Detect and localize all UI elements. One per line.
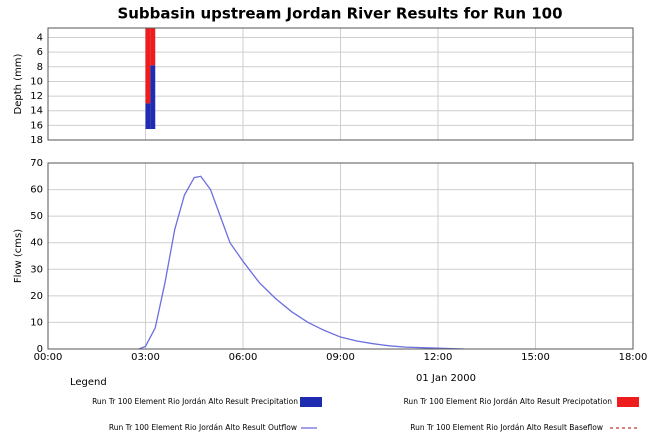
x-tick-label: 09:00 [326, 352, 355, 363]
chart-title: Subbasin upstream Jordan River Results f… [117, 5, 562, 23]
plot-area [145, 28, 156, 130]
legend-label: Run Tr 100 Element Rio Jordán Alto Resul… [404, 397, 613, 406]
bar-segment [145, 103, 151, 130]
legend-label: Run Tr 100 Element Rio Jordán Alto Resul… [92, 397, 298, 406]
y-axis-label: Depth (mm) [13, 53, 24, 114]
y-tick-label: 12 [30, 91, 43, 102]
legend-title: Legend [70, 377, 107, 388]
bar-segment [145, 28, 151, 104]
plot-frame [47, 162, 634, 350]
y-tick-label: 50 [30, 211, 43, 222]
legend-label: Run Tr 100 Element Rio Jordán Alto Resul… [410, 423, 603, 432]
legend-label: Run Tr 100 Element Rio Jordán Alto Resul… [109, 423, 297, 432]
x-tick-label: 03:00 [131, 352, 160, 363]
y-tick-label: 16 [30, 120, 43, 131]
legend-swatch [617, 397, 639, 407]
x-axis-label: 01 Jan 2000 [416, 373, 476, 384]
y-tick-label: 60 [30, 185, 43, 196]
y-tick-label: 18 [30, 135, 43, 146]
x-tick-label: 12:00 [424, 352, 453, 363]
legend-swatch [300, 397, 322, 407]
y-tick-label: 20 [30, 291, 43, 302]
y-tick-label: 10 [30, 76, 43, 87]
x-tick-label: 18:00 [619, 352, 648, 363]
line [138, 175, 465, 349]
y-tick-label: 4 [37, 33, 43, 44]
bar-segment [150, 65, 156, 130]
x-tick-label: 06:00 [229, 352, 258, 363]
x-tick-label: 15:00 [521, 352, 550, 363]
bar-segment [150, 28, 156, 66]
y-tick-label: 14 [30, 106, 43, 117]
y-axis-label: Flow (cms) [13, 229, 24, 283]
x-tick-label: 00:00 [34, 352, 63, 363]
y-tick-label: 0 [37, 344, 43, 355]
plot-frame [47, 27, 634, 141]
plot-area [48, 175, 633, 349]
y-tick-label: 10 [30, 317, 43, 328]
y-tick-label: 70 [30, 158, 43, 169]
y-tick-label: 40 [30, 238, 43, 249]
y-tick-label: 30 [30, 264, 43, 275]
y-tick-label: 8 [37, 62, 43, 73]
y-tick-label: 6 [37, 47, 43, 58]
